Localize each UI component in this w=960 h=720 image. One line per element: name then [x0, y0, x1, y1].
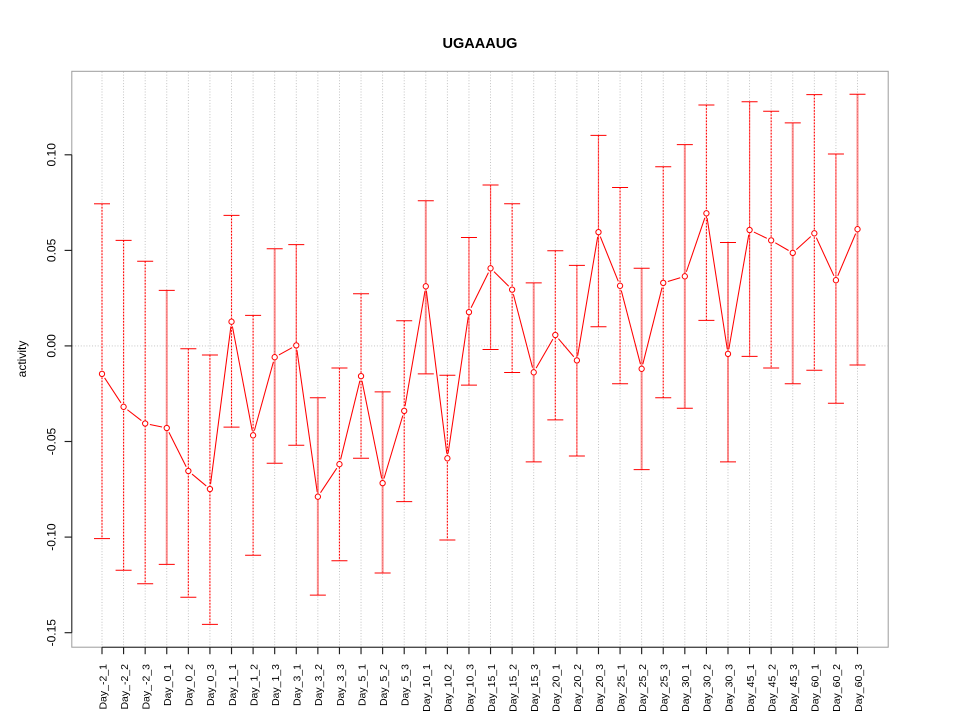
svg-text:-0.15: -0.15 — [45, 619, 59, 647]
svg-text:Day_25_1: Day_25_1 — [615, 664, 627, 712]
svg-text:Day_5_2: Day_5_2 — [378, 664, 390, 706]
svg-text:Day_-2_1: Day_-2_1 — [97, 664, 109, 710]
svg-text:UGAAAUG: UGAAAUG — [443, 36, 518, 52]
svg-text:Day_15_1: Day_15_1 — [486, 664, 498, 712]
svg-text:Day_45_1: Day_45_1 — [745, 664, 757, 712]
svg-text:Day_25_3: Day_25_3 — [659, 664, 671, 712]
svg-text:Day_3_2: Day_3_2 — [313, 664, 325, 706]
svg-text:Day_-2_2: Day_-2_2 — [119, 664, 131, 710]
svg-text:Day_0_3: Day_0_3 — [205, 664, 217, 706]
svg-text:Day_1_3: Day_1_3 — [270, 664, 282, 706]
svg-text:-0.10: -0.10 — [45, 523, 59, 551]
svg-text:Day_10_2: Day_10_2 — [443, 664, 455, 712]
svg-text:activity: activity — [15, 341, 29, 378]
svg-text:Day_5_1: Day_5_1 — [356, 664, 368, 706]
svg-text:Day_1_1: Day_1_1 — [227, 664, 239, 706]
svg-text:Day_15_3: Day_15_3 — [529, 664, 541, 712]
svg-text:Day_3_1: Day_3_1 — [292, 664, 304, 706]
svg-text:Day_20_3: Day_20_3 — [594, 664, 606, 712]
svg-text:Day_0_1: Day_0_1 — [162, 664, 174, 706]
svg-text:Day_1_2: Day_1_2 — [248, 664, 260, 706]
svg-text:Day_5_3: Day_5_3 — [400, 664, 412, 706]
svg-text:Day_3_3: Day_3_3 — [335, 664, 347, 706]
svg-text:-0.05: -0.05 — [45, 428, 59, 456]
svg-text:Day_20_1: Day_20_1 — [551, 664, 563, 712]
svg-text:Day_30_1: Day_30_1 — [680, 664, 692, 712]
svg-text:Day_25_2: Day_25_2 — [637, 664, 649, 712]
svg-text:0.00: 0.00 — [45, 334, 59, 358]
svg-text:Day_30_3: Day_30_3 — [723, 664, 735, 712]
svg-text:0.10: 0.10 — [45, 143, 59, 167]
svg-text:Day_-2_3: Day_-2_3 — [140, 664, 152, 710]
svg-text:Day_60_2: Day_60_2 — [831, 664, 843, 712]
svg-text:Day_60_1: Day_60_1 — [810, 664, 822, 712]
svg-text:Day_0_2: Day_0_2 — [184, 664, 196, 706]
svg-text:Day_45_3: Day_45_3 — [788, 664, 800, 712]
svg-text:Day_20_2: Day_20_2 — [572, 664, 584, 712]
svg-text:Day_30_2: Day_30_2 — [702, 664, 714, 712]
svg-text:0.05: 0.05 — [45, 238, 59, 262]
svg-text:Day_10_3: Day_10_3 — [464, 664, 476, 712]
svg-text:Day_45_2: Day_45_2 — [766, 664, 778, 712]
svg-text:Day_15_2: Day_15_2 — [507, 664, 519, 712]
svg-text:Day_60_3: Day_60_3 — [853, 664, 865, 712]
svg-text:Day_10_1: Day_10_1 — [421, 664, 433, 712]
